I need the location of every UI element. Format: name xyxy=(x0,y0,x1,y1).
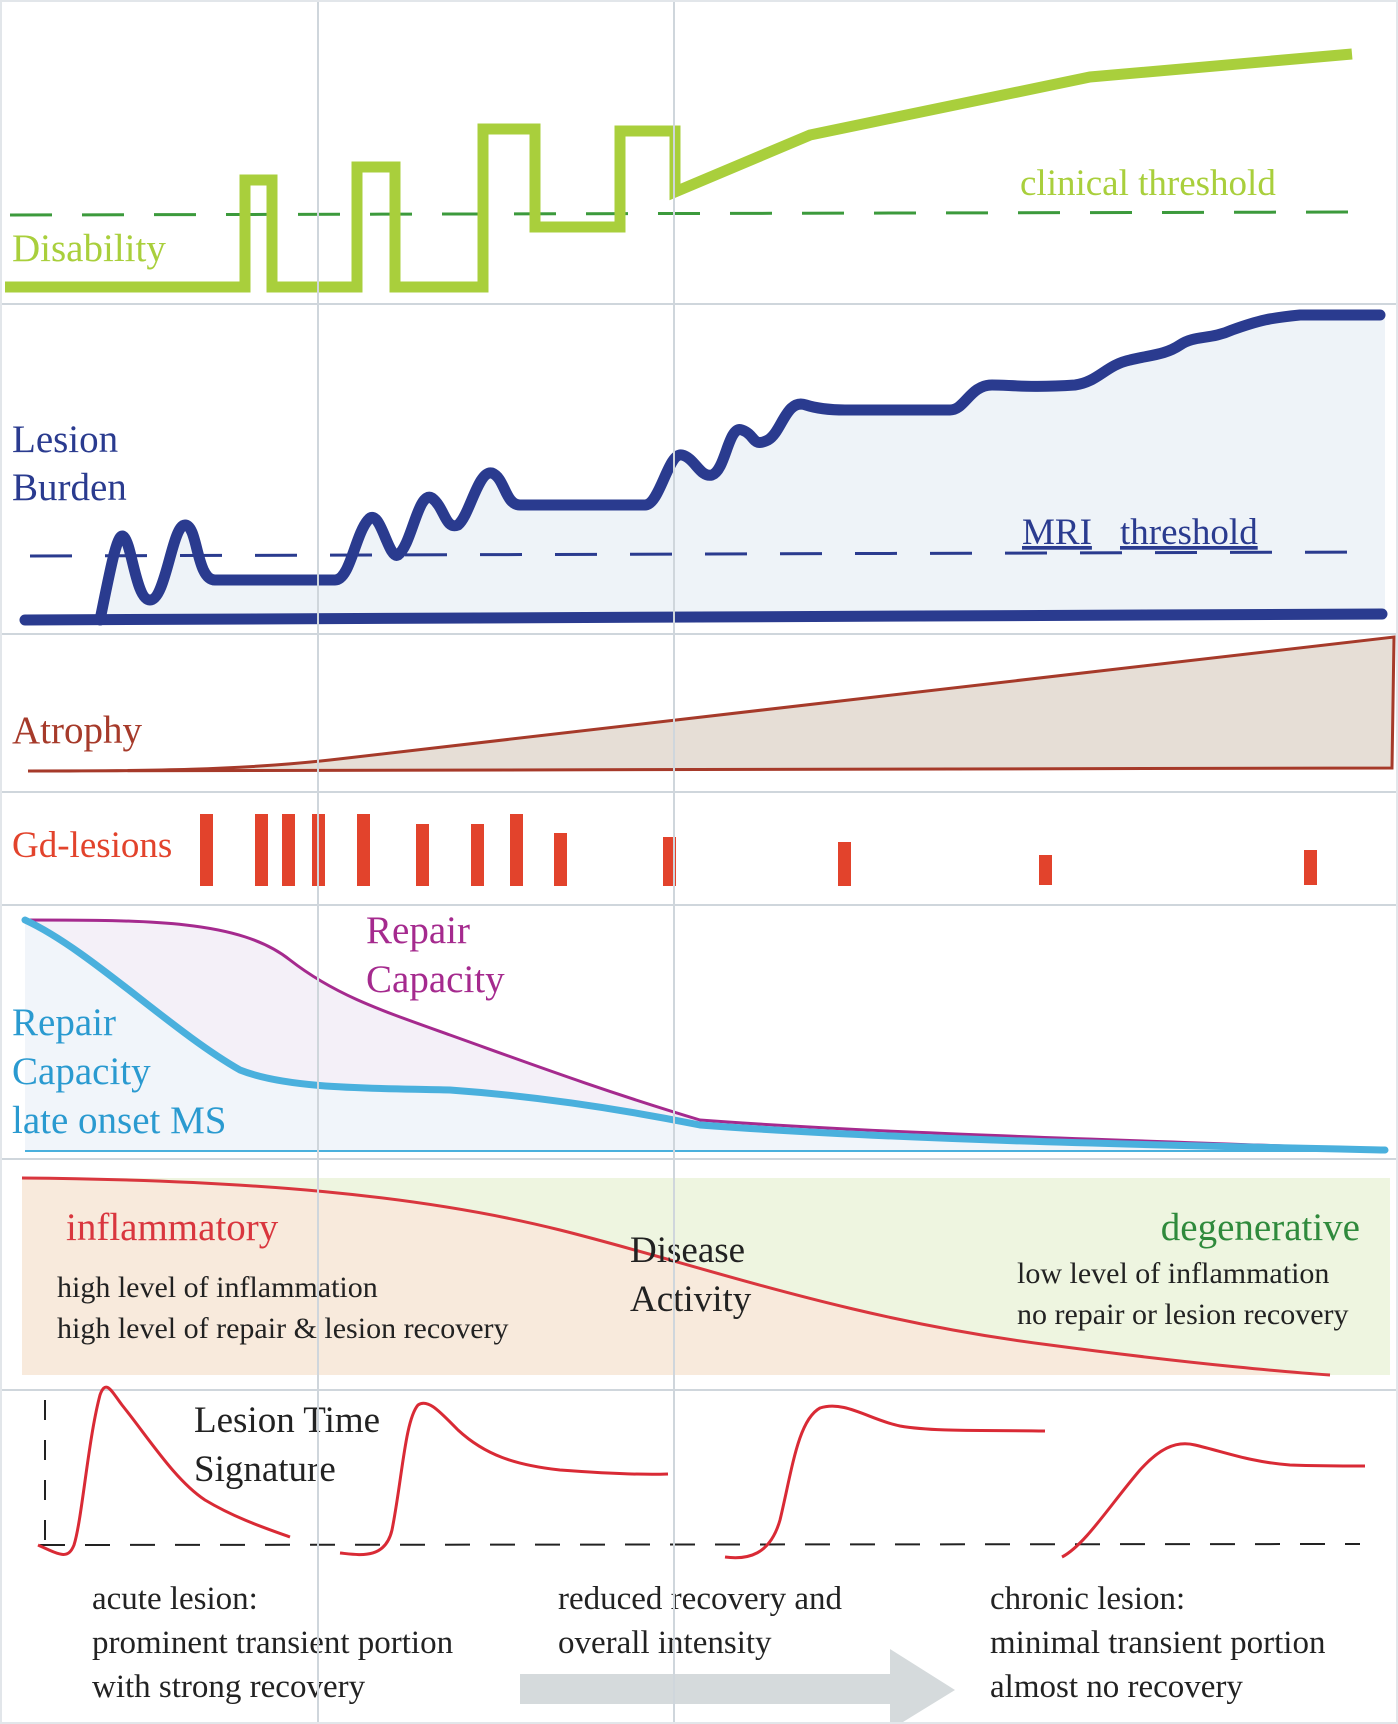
mid-lesion-curve-1 xyxy=(339,1401,669,1557)
acute-line1: acute lesion: xyxy=(92,1581,258,1617)
disability-panel: Disability clinical threshold xyxy=(5,48,1361,293)
lesion-time-signature-panel: Lesion Time Signature acute lesion: prom… xyxy=(37,1385,1366,1724)
signature-baseline xyxy=(39,1543,1361,1546)
mri-label: MRI xyxy=(1022,512,1092,553)
inflammatory-line1: high level of inflammation xyxy=(57,1271,378,1304)
atrophy-area xyxy=(27,635,1396,773)
lesion-label-line1: Lesion xyxy=(12,418,118,461)
lesion-label-line2: Burden xyxy=(12,466,127,509)
lesion-burden-area xyxy=(100,315,1385,620)
gd-lesion-bar xyxy=(282,814,295,886)
degenerative-line1: low level of inflammation xyxy=(1017,1257,1329,1290)
disease-activity-panel: inflammatory high level of inflammation … xyxy=(21,1176,1390,1377)
gd-lesion-bar xyxy=(663,837,676,886)
repair-capacity-late-curve xyxy=(21,916,1389,1154)
lesion-burden-baseline xyxy=(19,608,1388,626)
atrophy-label: Atrophy xyxy=(12,709,142,752)
inflammatory-line2: high level of repair & lesion recovery xyxy=(57,1312,509,1345)
gd-lesion-bar xyxy=(255,814,268,886)
progression-arrow xyxy=(520,1649,955,1724)
gd-lesion-bar xyxy=(357,814,370,886)
acute-lesion-curve xyxy=(37,1385,291,1556)
repair-lower-fill xyxy=(25,920,1385,1150)
chronic-line3: almost no recovery xyxy=(990,1669,1243,1705)
acute-line3: with strong recovery xyxy=(92,1669,366,1705)
signature-title-line1: Lesion Time xyxy=(194,1400,380,1441)
gd-lesion-bar xyxy=(200,814,213,886)
inflammatory-title: inflammatory xyxy=(66,1206,279,1249)
mid-line1: reduced recovery and xyxy=(558,1581,842,1617)
gd-lesion-bars xyxy=(200,814,1317,886)
chronic-line1: chronic lesion: xyxy=(990,1581,1185,1617)
lesion-burden-panel: Lesion Burden MRI threshold xyxy=(12,309,1388,626)
gd-lesions-panel: Gd-lesions xyxy=(12,814,1317,886)
gd-lesions-label: Gd-lesions xyxy=(12,825,172,866)
clinical-threshold-label: clinical threshold xyxy=(1020,163,1276,204)
threshold-label: threshold xyxy=(1120,512,1258,553)
gd-lesion-bar xyxy=(471,824,484,886)
repair-capacity-curve xyxy=(24,918,1386,1152)
disease-activity-line2: Activity xyxy=(630,1279,752,1320)
gd-lesion-bar xyxy=(554,833,567,886)
inflammatory-area xyxy=(22,1178,1330,1375)
disease-activity-line1: Disease xyxy=(630,1230,745,1271)
gd-lesion-bar xyxy=(510,814,523,886)
gd-lesion-bar xyxy=(838,842,851,886)
repair-label-line2: Capacity xyxy=(366,958,505,1001)
acute-line2: prominent transient portion xyxy=(92,1625,453,1661)
atrophy-panel: Atrophy xyxy=(12,635,1396,773)
disability-label: Disability xyxy=(12,227,166,270)
chronic-lesion-curve xyxy=(1061,1442,1366,1559)
repair-capacity-panel: Repair Capacity Repair Capacity late ons… xyxy=(12,909,1389,1154)
degenerative-title: degenerative xyxy=(1161,1206,1360,1249)
signature-title-line2: Signature xyxy=(194,1449,336,1490)
mid-line2: overall intensity xyxy=(558,1625,772,1661)
lesion-burden-curve xyxy=(94,309,1386,626)
repair-late-label-line1: Repair xyxy=(12,1001,116,1044)
mid-lesion-curve-2 xyxy=(724,1404,1046,1560)
gd-lesion-bar xyxy=(1304,850,1317,885)
degenerative-line2: no repair or lesion recovery xyxy=(1017,1298,1349,1331)
gd-lesion-bar xyxy=(416,824,429,886)
repair-late-label-line2: Capacity xyxy=(12,1050,151,1093)
disease-activity-curve xyxy=(21,1176,1331,1377)
repair-late-label-line3: late onset MS xyxy=(12,1099,226,1142)
clinical-threshold-line xyxy=(9,210,1361,217)
chronic-line2: minimal transient portion xyxy=(990,1625,1325,1661)
repair-label-line1: Repair xyxy=(366,909,470,952)
gd-lesion-bar xyxy=(1039,855,1052,885)
